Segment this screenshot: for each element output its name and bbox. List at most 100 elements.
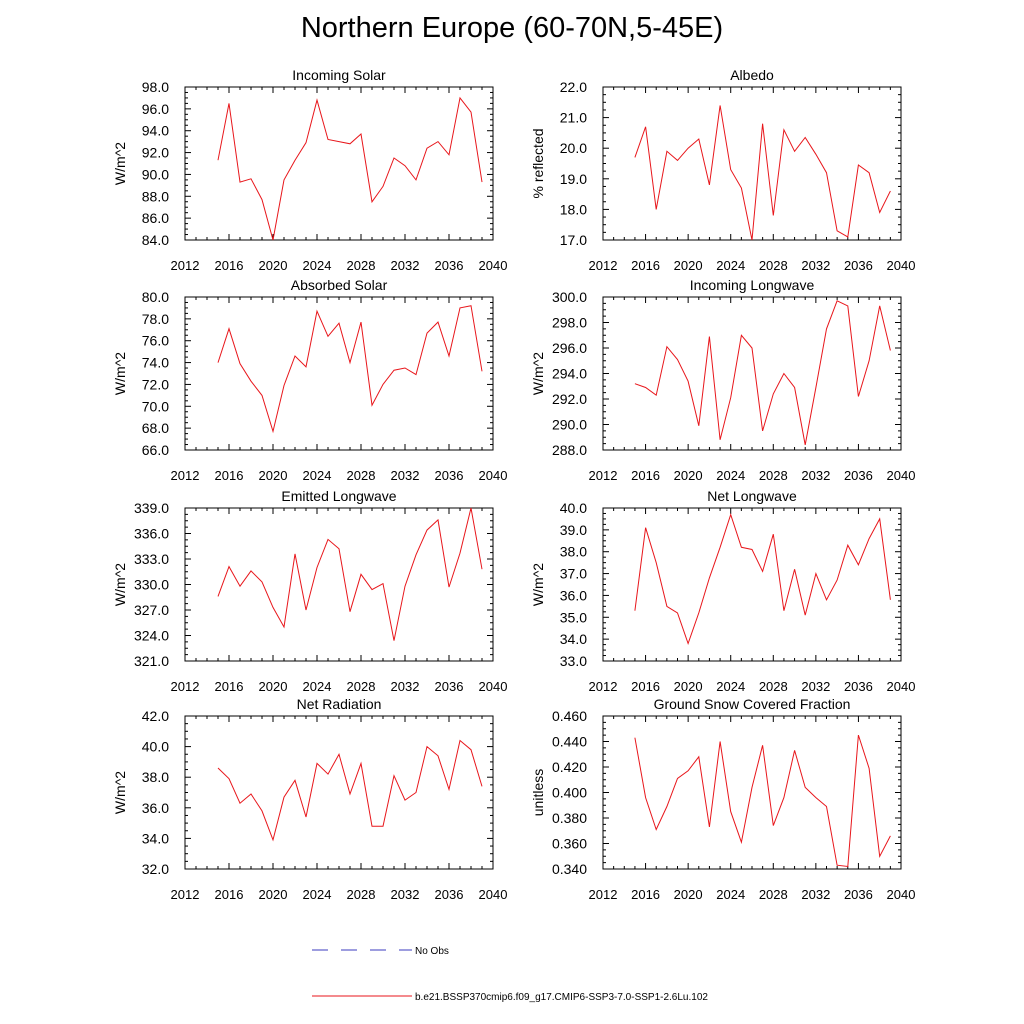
x-tick-label: 2024 (716, 679, 745, 694)
x-tick-label: 2016 (631, 258, 660, 273)
x-tick-label: 2028 (759, 679, 788, 694)
y-tick-label: 40.0 (142, 739, 169, 755)
x-tick-label: 2036 (435, 258, 464, 273)
y-tick-label: 68.0 (142, 420, 169, 436)
x-tick-label: 2032 (801, 258, 830, 273)
y-axis-label: unitless (530, 769, 546, 816)
y-tick-label: 21.0 (560, 110, 587, 126)
x-tick-label: 2012 (589, 887, 618, 902)
series-line (217, 305, 483, 434)
y-tick-label: 333.0 (134, 551, 169, 567)
x-tick-label: 2020 (259, 679, 288, 694)
series-line (217, 96, 483, 241)
x-tick-label: 2036 (844, 258, 873, 273)
y-tick-label: 327.0 (134, 602, 169, 618)
y-tick-label: 0.400 (552, 785, 587, 801)
x-tick-label: 2016 (215, 468, 244, 483)
panel-title: Absorbed Solar (291, 277, 388, 293)
x-tick-label: 2040 (479, 679, 508, 694)
x-tick-label: 2020 (674, 258, 703, 273)
x-tick-label: 2024 (303, 258, 332, 273)
y-tick-label: 80.0 (142, 289, 169, 305)
x-tick-label: 2020 (259, 468, 288, 483)
y-axis-label: W/m^2 (530, 563, 546, 606)
x-tick-label: 2040 (887, 468, 916, 483)
y-tick-label: 92.0 (142, 145, 169, 161)
x-tick-label: 2012 (171, 468, 200, 483)
plot-frame (602, 507, 902, 662)
panel-title: Net Longwave (707, 488, 797, 504)
series-line (217, 507, 483, 641)
panel-title: Incoming Solar (292, 67, 386, 83)
panel-net-radiation: Net Radiation W/m^2 2012 2016 2020 2024 2028 20… (112, 696, 507, 902)
y-tick-label: 34.0 (142, 830, 169, 846)
x-tick-label: 2036 (844, 679, 873, 694)
y-tick-label: 37.0 (560, 566, 587, 582)
x-tick-label: 2012 (589, 258, 618, 273)
x-tick-label: 2040 (479, 887, 508, 902)
x-tick-label: 2040 (887, 887, 916, 902)
y-tick-label: 300.0 (552, 289, 587, 305)
x-tick-label: 2036 (435, 679, 464, 694)
y-tick-label: 339.0 (134, 500, 169, 516)
x-tick-label: 2016 (631, 679, 660, 694)
x-tick-label: 2028 (759, 468, 788, 483)
panel-incoming-solar: Incoming Solar W/m^2 2012 2016 2020 2024 2028 2… (112, 67, 507, 273)
x-tick-label: 2036 (435, 887, 464, 902)
y-tick-label: 78.0 (142, 311, 169, 327)
plot-frame (184, 86, 494, 241)
panel-title: Emitted Longwave (281, 488, 396, 504)
x-tick-label: 2040 (479, 468, 508, 483)
x-tick-label: 2036 (435, 468, 464, 483)
y-tick-label: 76.0 (142, 333, 169, 349)
panel-net-longwave: Net Longwave W/m^2 2012 2016 2020 2024 2028 203… (530, 488, 915, 694)
y-tick-label: 19.0 (560, 171, 587, 187)
y-tick-label: 298.0 (552, 315, 587, 331)
y-tick-label: 296.0 (552, 340, 587, 356)
y-tick-label: 330.0 (134, 577, 169, 593)
x-tick-label: 2020 (674, 887, 703, 902)
y-tick-label: 290.0 (552, 417, 587, 433)
y-tick-label: 22.0 (560, 79, 587, 95)
series-line (634, 512, 891, 646)
x-tick-label: 2016 (631, 887, 660, 902)
x-tick-label: 2028 (347, 468, 376, 483)
x-tick-label: 2020 (259, 258, 288, 273)
y-tick-label: 0.380 (552, 810, 587, 826)
x-tick-label: 2040 (887, 258, 916, 273)
x-tick-label: 2024 (303, 887, 332, 902)
panel-albedo: Albedo % reflected 2012 2016 2020 2024 2028 203… (530, 67, 915, 273)
y-tick-label: 32.0 (142, 861, 169, 877)
panel-emitted-longwave: Emitted Longwave W/m^2 2012 2016 2020 2024 202… (112, 488, 507, 694)
y-tick-label: 20.0 (560, 140, 587, 156)
x-tick-label: 2032 (391, 679, 420, 694)
x-tick-label: 2024 (716, 887, 745, 902)
y-tick-label: 294.0 (552, 366, 587, 382)
y-tick-label: 324.0 (134, 628, 169, 644)
y-tick-label: 336.0 (134, 526, 169, 542)
x-tick-label: 2032 (391, 468, 420, 483)
x-tick-label: 2016 (215, 887, 244, 902)
x-tick-label: 2028 (347, 258, 376, 273)
y-tick-label: 38.0 (142, 769, 169, 785)
y-tick-label: 36.0 (560, 587, 587, 603)
y-tick-label: 35.0 (560, 609, 587, 625)
legend-entry: b.e21.BSSP370cmip6.f09_g17.CMIP6-SSP3-7.… (312, 992, 708, 1003)
panel-title: Net Radiation (297, 696, 382, 712)
y-tick-label: 18.0 (560, 201, 587, 217)
x-tick-label: 2028 (759, 258, 788, 273)
series-line (634, 300, 891, 445)
plot-frame (602, 86, 902, 241)
x-tick-label: 2012 (171, 679, 200, 694)
legend: No Obs b.e21.BSSP370cmip6.f09_g17.CMIP6-S… (312, 946, 708, 1003)
plot-frame (184, 507, 494, 662)
x-tick-label: 2012 (589, 468, 618, 483)
x-tick-label: 2012 (171, 887, 200, 902)
y-tick-label: 292.0 (552, 391, 587, 407)
legend-entry: No Obs (312, 946, 449, 957)
y-tick-label: 34.0 (560, 631, 587, 647)
y-tick-label: 0.340 (552, 861, 587, 877)
panel-title: Ground Snow Covered Fraction (654, 696, 851, 712)
panel-title: Incoming Longwave (690, 277, 815, 293)
y-tick-label: 17.0 (560, 232, 587, 248)
